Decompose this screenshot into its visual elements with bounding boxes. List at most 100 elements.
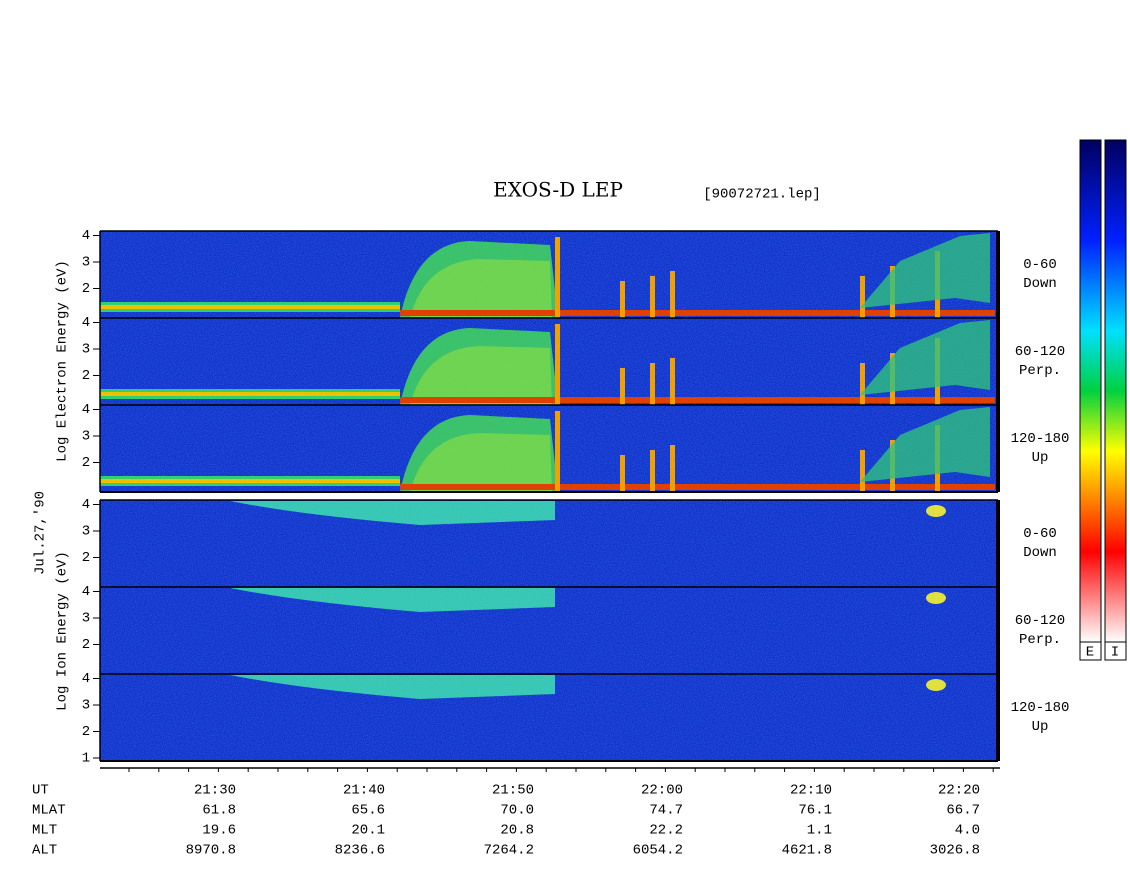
feature <box>926 505 946 517</box>
row-value: 8236.6 <box>335 843 385 859</box>
row-value: 6054.2 <box>633 843 683 859</box>
feature <box>620 455 625 492</box>
feature <box>100 305 400 309</box>
row-name: MLT <box>32 823 57 839</box>
direction-label: Down <box>1023 276 1057 292</box>
colorbar <box>1079 139 1102 643</box>
feature <box>860 320 990 395</box>
direction-label: Perp. <box>1019 363 1061 379</box>
feature <box>620 368 625 405</box>
feature <box>100 392 400 396</box>
row-value: 22:00 <box>641 783 683 799</box>
row-value: 21:30 <box>194 783 236 799</box>
feature <box>860 363 865 405</box>
y-tick-label: 2 <box>82 455 90 471</box>
feature <box>860 450 865 492</box>
direction-label: Perp. <box>1019 632 1061 648</box>
row-value: 1.1 <box>807 823 832 839</box>
feature <box>230 675 555 699</box>
row-value: 19.6 <box>202 823 236 839</box>
y-tick-label: 1 <box>82 751 90 767</box>
row-value: 8970.8 <box>186 843 236 859</box>
row-value: 7264.2 <box>484 843 534 859</box>
direction-label: Up <box>1032 719 1049 735</box>
y-tick-label: 4 <box>82 228 90 244</box>
feature <box>926 592 946 604</box>
colorbar-label: E <box>1086 645 1094 661</box>
row-value: 20.1 <box>351 823 385 839</box>
row-value: 21:40 <box>343 783 385 799</box>
ion-axis-label: Log Ion Energy (eV) <box>55 551 71 711</box>
colorbar <box>1104 139 1127 643</box>
row-value: 66.7 <box>946 803 980 819</box>
row-value: 74.7 <box>649 803 683 819</box>
y-tick-label: 3 <box>82 342 90 358</box>
date: Jul.27,'90 <box>33 491 49 575</box>
electron-axis-label: Log Electron Energy (eV) <box>55 260 71 462</box>
feature <box>670 445 675 492</box>
row-value: 3026.8 <box>930 843 980 859</box>
angle-label: 120-180 <box>1011 700 1070 716</box>
row-value: 21:50 <box>492 783 534 799</box>
colorbar-label: I <box>1111 645 1119 661</box>
feature <box>860 276 865 318</box>
feature <box>555 411 560 492</box>
colorbar-box <box>1104 641 1127 661</box>
feature <box>410 433 552 492</box>
feature <box>400 397 995 403</box>
angle-label: 60-120 <box>1015 344 1065 360</box>
row-value: 4.0 <box>955 823 980 839</box>
feature <box>650 450 655 492</box>
feature <box>400 310 995 316</box>
y-tick-label: 3 <box>82 524 90 540</box>
y-tick-label: 3 <box>82 255 90 271</box>
direction-label: Down <box>1023 545 1057 561</box>
feature <box>860 233 990 308</box>
file-name: [90072721.lep] <box>703 187 821 203</box>
row-name: UT <box>32 783 49 799</box>
feature <box>555 324 560 405</box>
y-tick-label: 4 <box>82 497 90 513</box>
row-value: 61.8 <box>202 803 236 819</box>
feature <box>410 346 552 405</box>
row-value: 22.2 <box>649 823 683 839</box>
y-tick-label: 3 <box>82 429 90 445</box>
row-value: 70.0 <box>500 803 534 819</box>
y-tick-label: 4 <box>82 402 90 418</box>
feature <box>555 237 560 318</box>
feature <box>230 501 555 525</box>
feature <box>410 259 552 318</box>
y-tick-label: 4 <box>82 671 90 687</box>
angle-label: 0-60 <box>1023 257 1057 273</box>
y-tick-label: 2 <box>82 281 90 297</box>
row-value: 4621.8 <box>782 843 832 859</box>
direction-label: Up <box>1032 450 1049 466</box>
row-value: 20.8 <box>500 823 534 839</box>
row-name: ALT <box>32 843 57 859</box>
y-tick-label: 2 <box>82 637 90 653</box>
row-value: 65.6 <box>351 803 385 819</box>
row-value: 76.1 <box>798 803 832 819</box>
feature <box>620 281 625 318</box>
y-tick-label: 4 <box>82 315 90 331</box>
y-tick-label: 2 <box>82 368 90 384</box>
y-tick-label: 2 <box>82 724 90 740</box>
angle-label: 120-180 <box>1011 431 1070 447</box>
angle-label: 60-120 <box>1015 613 1065 629</box>
angle-label: 0-60 <box>1023 526 1057 542</box>
feature <box>926 679 946 691</box>
feature <box>860 407 990 482</box>
feature <box>100 479 400 483</box>
feature <box>670 358 675 405</box>
title: EXOS-D LEP <box>493 178 623 202</box>
y-tick-label: 3 <box>82 698 90 714</box>
colorbar-box <box>1079 641 1102 661</box>
feature <box>400 484 995 490</box>
feature <box>650 276 655 318</box>
feature <box>230 588 555 612</box>
row-value: 22:20 <box>938 783 980 799</box>
y-tick-label: 3 <box>82 611 90 627</box>
feature <box>650 363 655 405</box>
y-tick-label: 4 <box>82 584 90 600</box>
